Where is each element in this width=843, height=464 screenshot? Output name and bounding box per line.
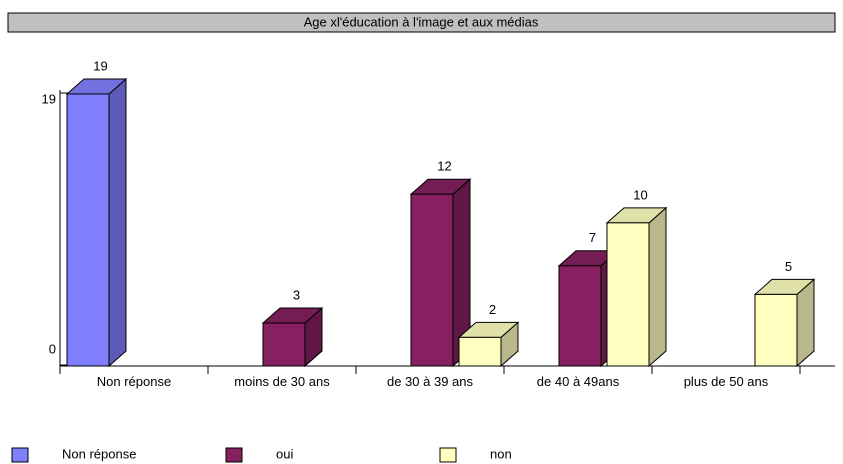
bar-side	[108, 77, 127, 368]
bar	[262, 322, 306, 367]
x-tick-label: de 40 à 49ans	[536, 374, 620, 389]
x-tick-label: plus de 50 ans	[683, 374, 769, 389]
data-label: 2	[489, 302, 496, 317]
data-label: 10	[633, 187, 647, 202]
y-tick-label: 19	[42, 91, 56, 106]
bar	[66, 93, 110, 367]
legend-swatch	[439, 447, 457, 463]
data-label: 7	[589, 230, 596, 245]
bar	[606, 222, 650, 367]
data-label: 3	[293, 287, 300, 302]
chart-title: Age xl'éducation à l'image et aux médias	[304, 14, 539, 29]
title-box	[7, 12, 836, 33]
data-label: 12	[437, 159, 451, 174]
x-tick-label: de 30 à 39 ans	[386, 374, 474, 389]
legend-label: oui	[276, 446, 293, 461]
data-label: 19	[93, 58, 107, 73]
x-tick-label: moins de 30 ans	[234, 374, 330, 389]
bar	[410, 193, 454, 367]
bar	[458, 336, 502, 367]
bar	[754, 293, 798, 367]
legend-swatch	[11, 447, 29, 463]
bar	[558, 265, 602, 367]
x-tick-label: Non réponse	[96, 374, 172, 389]
y-tick-label: 0	[49, 341, 56, 356]
legend-label: non	[490, 446, 512, 461]
data-label: 5	[785, 259, 792, 274]
bar-side	[648, 206, 667, 368]
legend-label: Non réponse	[62, 446, 136, 461]
legend-swatch	[225, 447, 243, 463]
